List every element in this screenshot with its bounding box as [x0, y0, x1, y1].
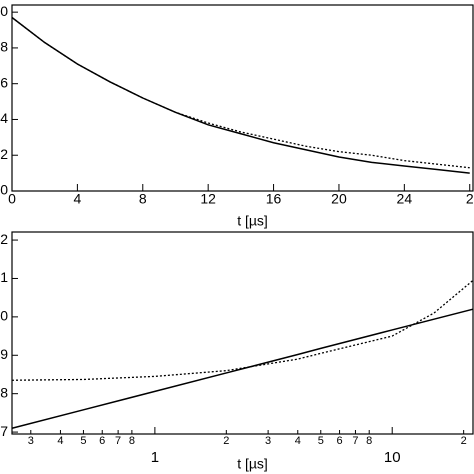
y-tick-label: 7 [0, 423, 8, 439]
y-tick-label: 2 [0, 231, 8, 247]
x-tick-label: 20 [331, 191, 347, 207]
x-tick-label: 2 [461, 435, 467, 447]
x-axis-label: t [µs] [237, 456, 268, 472]
y-tick-label: 0 [0, 182, 8, 198]
x-tick-label: 4 [73, 191, 81, 207]
x-tick-label: 0 [8, 191, 16, 207]
x-tick-label: 8 [129, 435, 135, 447]
x-tick-label: 5 [80, 435, 86, 447]
x-tick-label: 4 [295, 435, 301, 447]
y-tick-label: 4 [0, 110, 8, 126]
x-axis-label: t [µs] [237, 213, 268, 229]
x-tick-label: 8 [139, 191, 147, 207]
x-tick-label: 12 [200, 191, 216, 207]
x-tick-label: 2 [466, 191, 474, 207]
x-tick-label: 7 [352, 435, 358, 447]
plot-frame [11, 4, 474, 192]
y-tick-label: 8 [0, 39, 8, 55]
x-tick-label: 3 [265, 435, 271, 447]
y-tick-label: 9 [0, 346, 8, 362]
data-line [11, 279, 474, 381]
x-tick-label: 24 [397, 191, 413, 207]
x-tick-label: 1 [151, 449, 159, 466]
y-tick-label: 0 [0, 308, 8, 324]
x-tick-label: 6 [336, 435, 342, 447]
x-tick-label: 16 [266, 191, 282, 207]
x-tick-label: 8 [366, 435, 372, 447]
x-tick-label: 2 [223, 435, 229, 447]
x-tick-label: 7 [115, 435, 121, 447]
x-tick-label: 5 [318, 435, 324, 447]
x-tick-label: 10 [384, 449, 401, 466]
y-tick-label: 0 [0, 3, 8, 19]
y-tick-label: 6 [0, 74, 8, 90]
x-tick-label: 3 [28, 435, 34, 447]
y-tick-label: 2 [0, 146, 8, 162]
x-tick-label: 6 [99, 435, 105, 447]
plot-frame [11, 231, 474, 435]
x-tick-label: 4 [57, 435, 63, 447]
data-line [11, 16, 470, 174]
data-line [11, 17, 470, 169]
y-tick-label: 8 [0, 384, 8, 400]
data-line [11, 308, 474, 429]
y-tick-label: 1 [0, 269, 8, 285]
